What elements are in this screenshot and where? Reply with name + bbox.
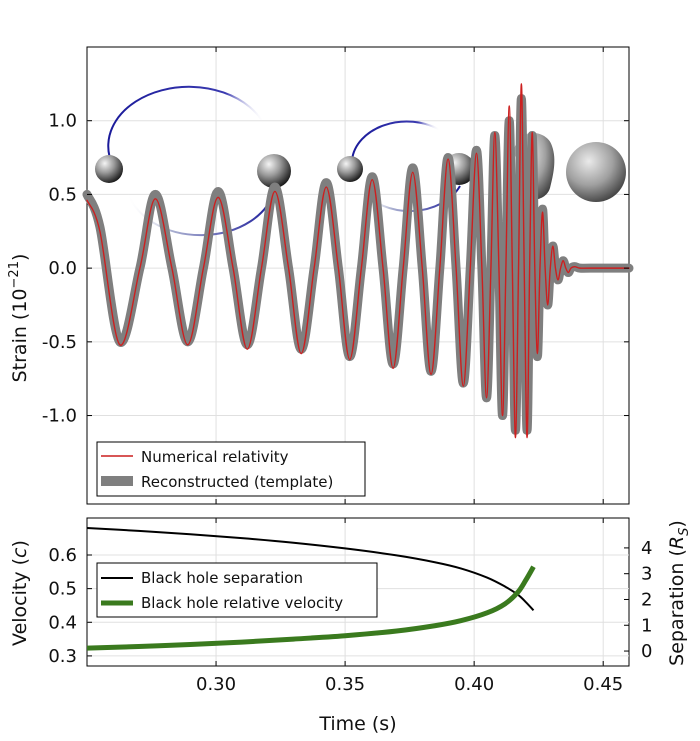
final-black-hole-icon [566, 142, 626, 202]
bottom-panel: 0.30 0.35 0.40 0.45 0.3 0.4 0.5 0.6 0 1 2 3 4 Velo… [9, 517, 692, 735]
x-tick-label: 0.45 [583, 674, 623, 695]
top-series [82, 83, 634, 439]
black-hole-icon [337, 156, 363, 182]
bottom-legend-box [96, 562, 378, 618]
y-tick-label: -0.5 [42, 332, 77, 353]
separation-tick-label: 1 [641, 615, 652, 636]
black-hole-icon [257, 154, 291, 188]
velocity-axis-label: Velocity (c) [9, 540, 31, 646]
x-tick-label: 0.40 [454, 674, 494, 695]
separation-axis-label: Separation (RS) [666, 520, 692, 666]
x-axis-label: Time (s) [318, 713, 396, 735]
y-tick-label: 0.5 [48, 184, 77, 205]
legend-label-numerical-relativity: Numerical relativity [141, 448, 289, 466]
separation-tick-label: 4 [641, 538, 652, 559]
y-tick-label: 0.0 [48, 258, 77, 279]
series-numerical-relativity [86, 83, 630, 439]
bottom-series [86, 527, 536, 651]
velocity-tick-label: 0.6 [48, 545, 77, 566]
orbit-arc-lower [126, 187, 276, 237]
legend-label-black-hole-relative-velocity: Black hole relative velocity [141, 594, 343, 612]
ringdown-illustration [566, 142, 626, 202]
velocity-tick-label: 0.4 [48, 612, 77, 633]
x-tick-label: 0.30 [196, 674, 236, 695]
y-tick-label: 1.0 [48, 111, 77, 132]
top-panel: InspiralMergerRing-down 1.00.50.0-0.5-1.… [7, 46, 634, 505]
top-y-axis-label: Strain (10−21) [7, 254, 31, 383]
velocity-ticks: 0.3 0.4 0.5 0.6 [48, 545, 92, 667]
top-y-ticks: 1.0 0.5 0.0 -0.5 -1.0 [42, 47, 629, 504]
orbit-arc-upper [351, 120, 441, 161]
legend-label-black-hole-separation: Black hole separation [141, 569, 303, 587]
x-ticks: 0.30 0.35 0.40 0.45 [196, 518, 623, 695]
separation-tick-label: 3 [641, 564, 652, 585]
x-tick-label: 0.35 [325, 674, 365, 695]
top-legend-box [96, 441, 366, 497]
bottom-legend: Black hole separation Black hole relativ… [96, 562, 378, 618]
top-legend: Numerical relativity Reconstructed (temp… [96, 441, 366, 497]
orbit-arc-upper [107, 85, 266, 167]
series-black-hole-relative-velocity [86, 565, 536, 651]
inspiral-illustration-1 [95, 85, 291, 237]
velocity-tick-label: 0.3 [48, 646, 77, 667]
black-hole-icon [95, 155, 123, 183]
legend-label-reconstructed-template: Reconstructed (template) [141, 473, 333, 491]
separation-tick-label: 2 [641, 589, 652, 610]
y-tick-label: -1.0 [42, 406, 77, 427]
velocity-tick-label: 0.5 [48, 579, 77, 600]
separation-ticks: 0 1 2 3 4 [624, 538, 652, 662]
separation-tick-label: 0 [641, 641, 652, 662]
